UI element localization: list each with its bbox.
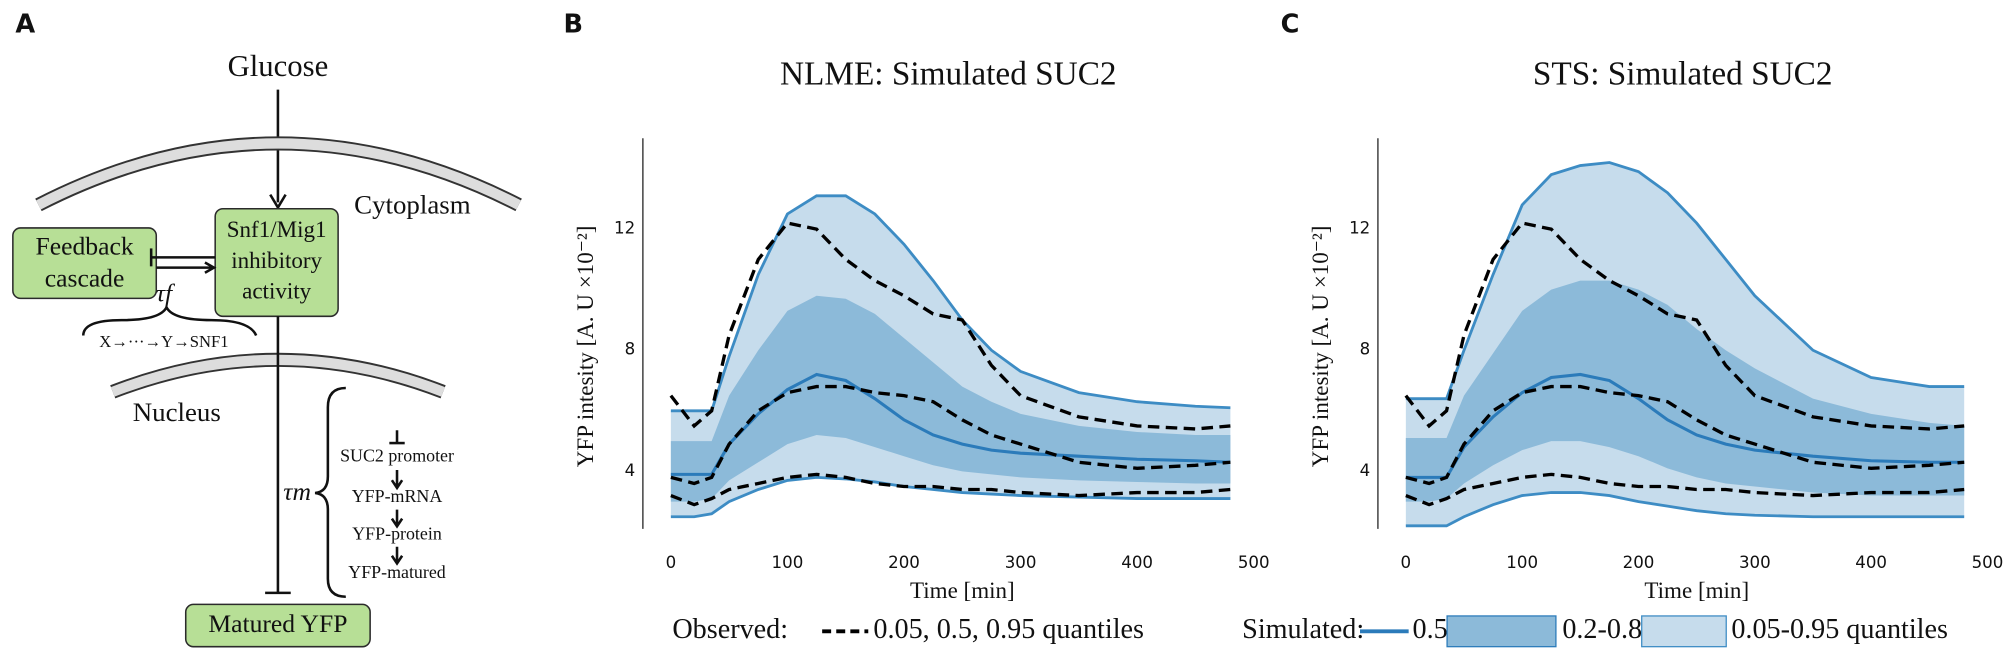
panel-label: A xyxy=(15,10,35,40)
step-label: YFP-matured xyxy=(348,562,446,582)
delay-symbol: τm xyxy=(283,477,311,506)
chart: STS: Simulated SUC2 Time [min] YFP intesit… xyxy=(1307,55,2003,603)
panel-label: C xyxy=(1281,10,1300,40)
legend-entry: 0.5 xyxy=(1412,614,1447,645)
legend-entry: 0.05, 0.5, 0.95 quantiles xyxy=(873,614,1144,645)
x-tick-label: 400 xyxy=(1855,553,1887,572)
band xyxy=(1405,280,1965,502)
step-label: YFP-mRNA xyxy=(352,486,443,506)
step-label: YFP-protein xyxy=(352,523,442,543)
line xyxy=(1404,221,1965,431)
line xyxy=(670,384,1231,486)
y-tick-label: 4 xyxy=(1360,461,1371,480)
y-axis-label: YFP intesity [A. U ×10⁻²] xyxy=(572,226,598,468)
legend-swatch xyxy=(1641,615,1727,648)
x-axis-label: Time [min] xyxy=(1644,577,1749,603)
x-tick-label: 500 xyxy=(1972,553,2004,572)
chart-title: STS: Simulated SUC2 xyxy=(1533,55,1833,92)
panel-label: B xyxy=(563,10,583,40)
step-label: SUC2 promoter xyxy=(340,445,454,465)
legend-label: Simulated: xyxy=(1242,614,1364,645)
brace xyxy=(314,386,346,599)
chart-title: NLME: Simulated SUC2 xyxy=(780,55,1117,92)
x-tick-label: 500 xyxy=(1238,553,1270,572)
band xyxy=(670,295,1231,502)
node-label: Snf1/Mig1 xyxy=(227,216,327,242)
arrow xyxy=(390,546,404,566)
node-label: cascade xyxy=(45,263,125,292)
diagram: Glucose Cytoplasm Feedback cascade Snf1/… xyxy=(12,49,522,648)
x-tick-label: 100 xyxy=(1506,553,1538,572)
band-edge xyxy=(670,194,1231,413)
x-tick-label: 200 xyxy=(1623,553,1655,572)
node-box xyxy=(214,207,339,318)
legend-label: Observed: xyxy=(672,614,788,645)
delay-symbol: τf xyxy=(156,279,176,308)
membrane xyxy=(36,138,522,210)
legend-entry: 0.05-0.95 quantiles xyxy=(1731,614,1948,645)
line xyxy=(1405,384,1965,486)
node-label: inhibitory xyxy=(231,247,322,273)
legend-swatch xyxy=(1446,615,1557,648)
arrowhead xyxy=(204,261,217,274)
y-tick-label: 8 xyxy=(625,340,636,359)
arrowhead xyxy=(269,193,287,210)
brace xyxy=(82,304,258,337)
node-label: Feedback xyxy=(36,231,134,260)
x-tick-label: 300 xyxy=(1005,553,1037,572)
input-label: Glucose xyxy=(228,49,329,83)
node-box xyxy=(184,603,371,648)
legend-entry: 0.2-0.8 xyxy=(1562,614,1642,645)
legend: Observed: 0.05, 0.5, 0.95 quantiles Simula… xyxy=(672,614,1948,648)
band-edge xyxy=(1405,491,1965,528)
y-tick-label: 12 xyxy=(1349,219,1370,238)
y-axis-label: YFP intesity [A. U ×10⁻²] xyxy=(1307,226,1333,468)
x-tick-label: 0 xyxy=(1401,553,1412,572)
line xyxy=(1405,472,1965,507)
node-label: Matured YFP xyxy=(208,609,347,638)
line xyxy=(669,221,1231,431)
compartment-label: Cytoplasm xyxy=(354,190,471,220)
arrow xyxy=(390,469,404,491)
x-tick-label: 400 xyxy=(1121,553,1153,572)
arrow xyxy=(390,509,404,529)
line xyxy=(1405,372,1965,479)
x-axis-label: Time [min] xyxy=(910,577,1015,603)
x-tick-label: 300 xyxy=(1739,553,1771,572)
band-edge xyxy=(1405,161,1965,401)
x-tick-label: 0 xyxy=(666,553,677,572)
x-tick-label: 200 xyxy=(888,553,920,572)
delay-chain: X→···→Y→SNF1 xyxy=(99,332,228,351)
node-label: activity xyxy=(242,278,312,304)
compartment-label: Nucleus xyxy=(133,397,221,427)
y-tick-label: 4 xyxy=(625,461,636,480)
y-tick-label: 8 xyxy=(1360,340,1371,359)
y-tick-label: 12 xyxy=(614,219,635,238)
chart: NLME: Simulated SUC2 Time [min] YFP intesi… xyxy=(572,55,1269,603)
x-tick-label: 100 xyxy=(772,553,804,572)
line xyxy=(670,472,1231,507)
node-box xyxy=(12,227,158,300)
